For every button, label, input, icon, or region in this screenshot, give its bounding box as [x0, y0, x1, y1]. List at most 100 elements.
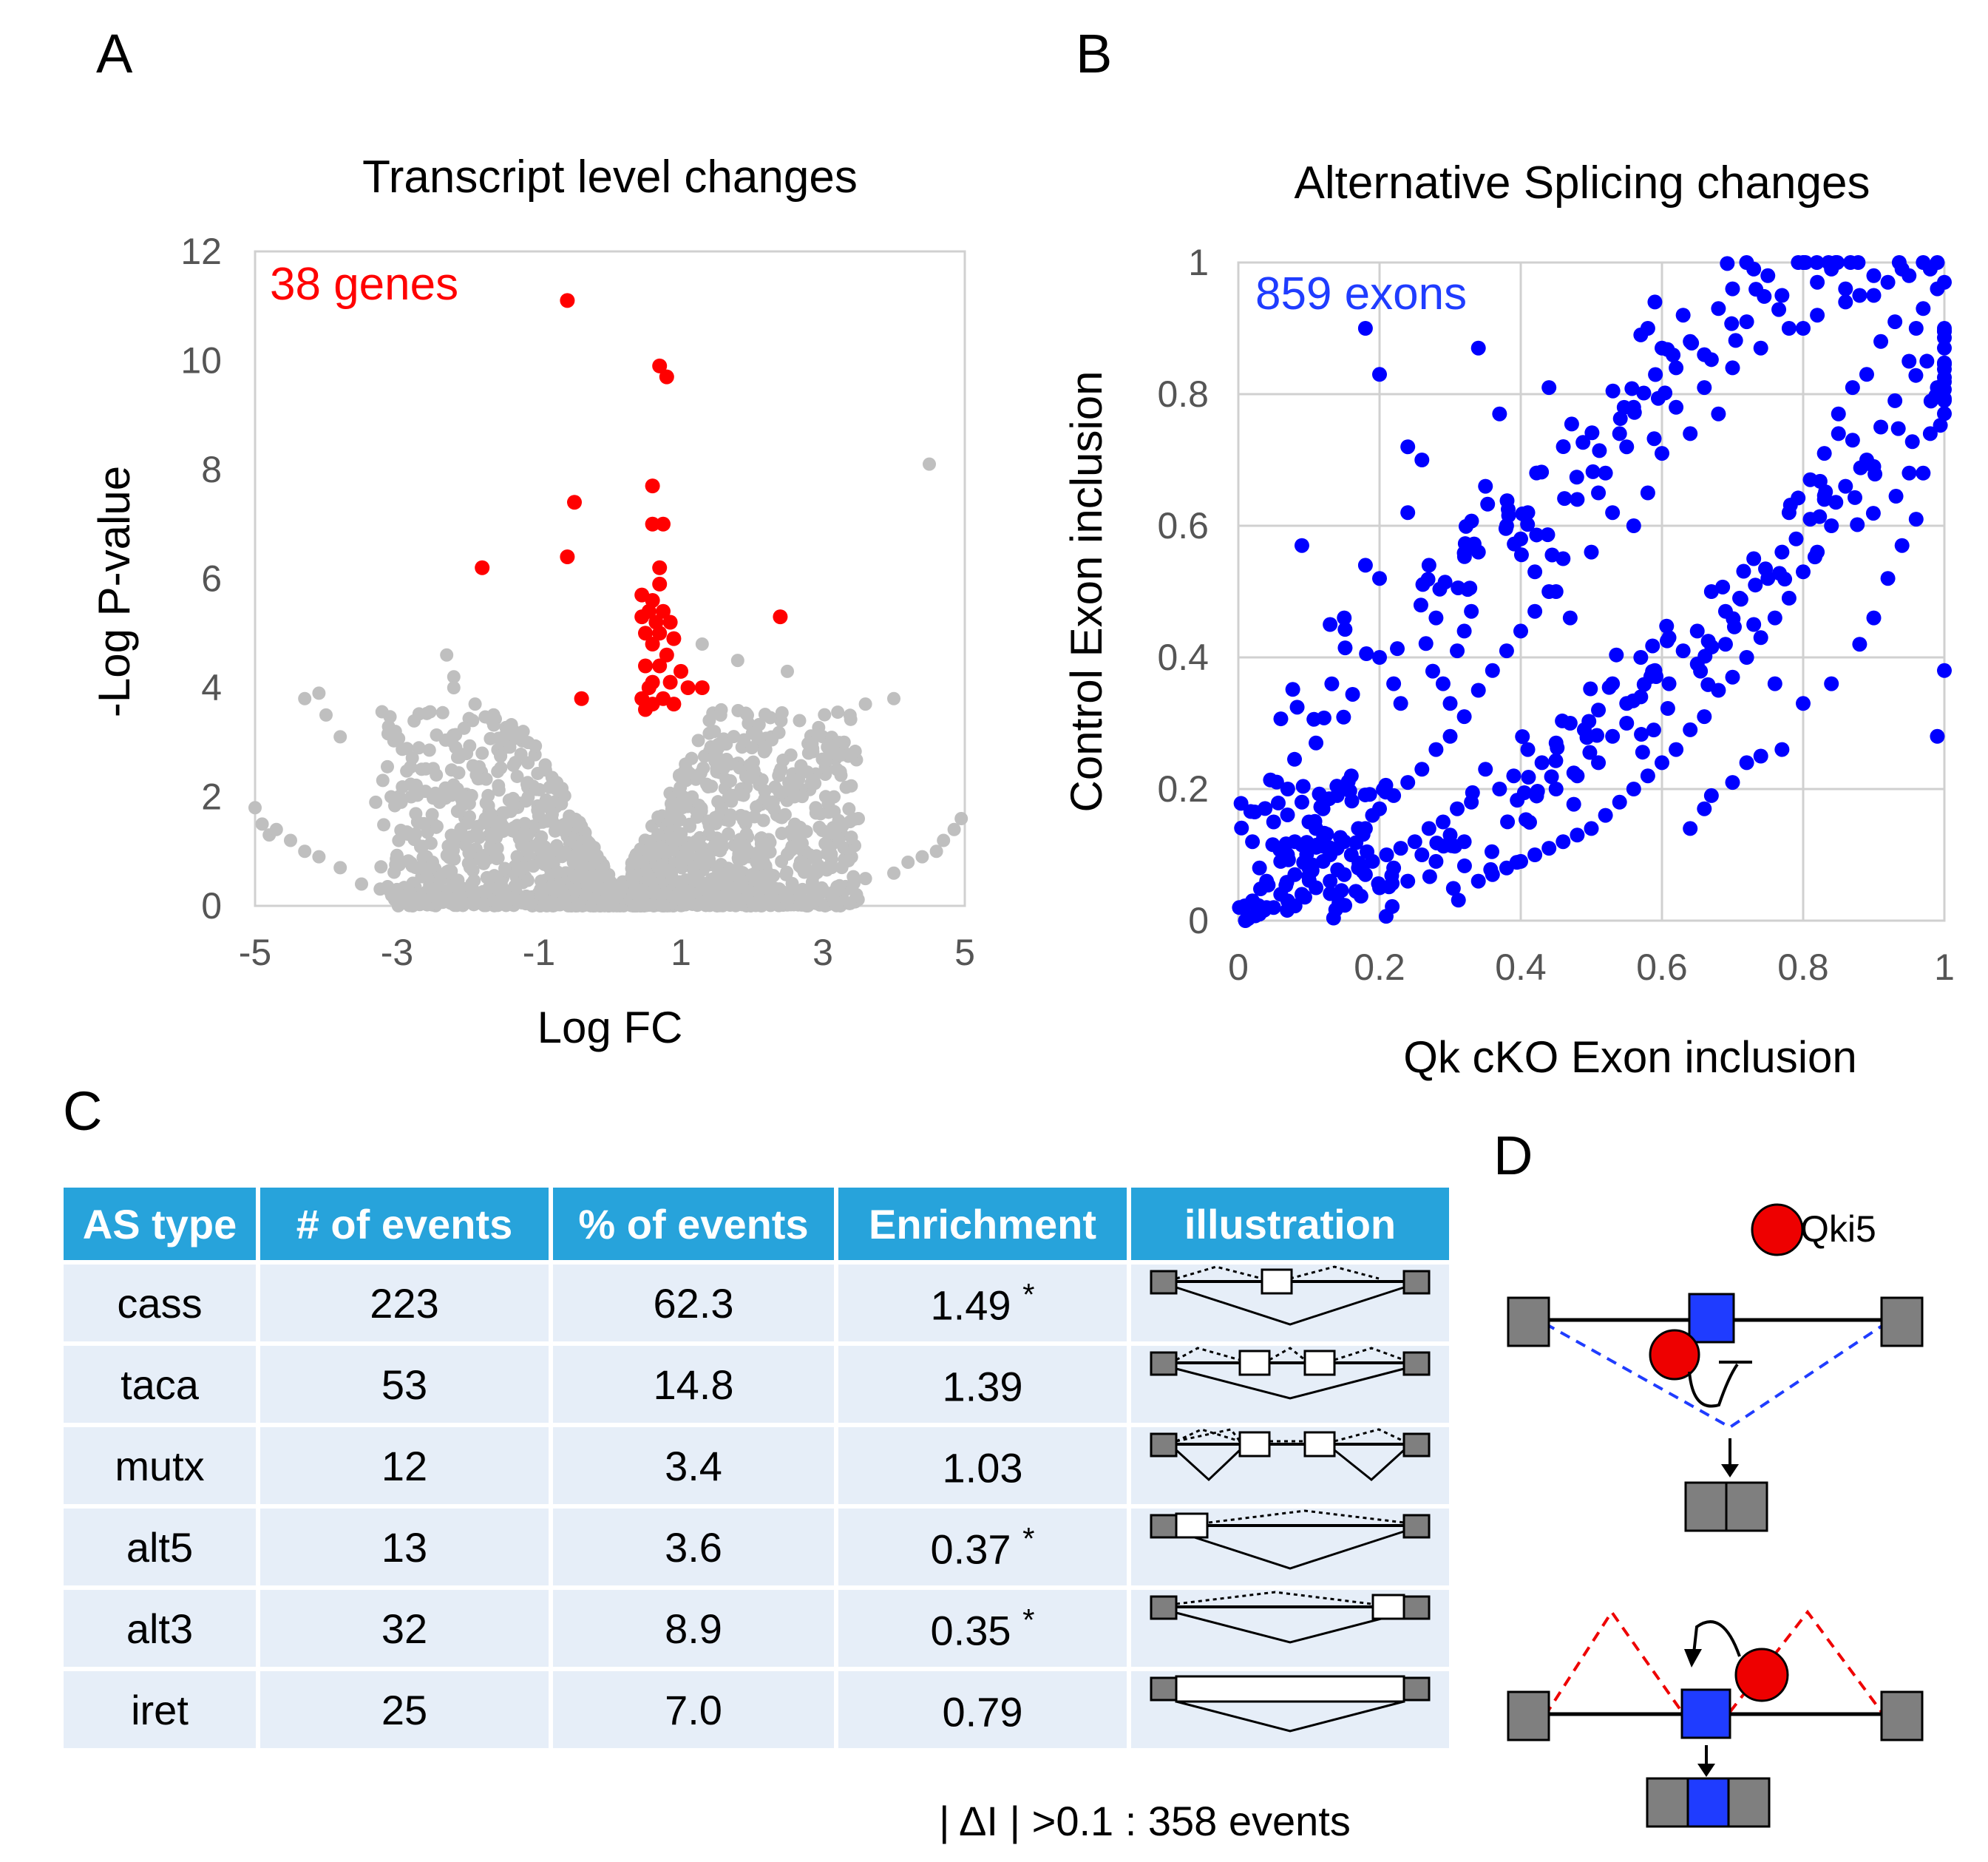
exon-point [1880, 274, 1896, 290]
background-point [759, 742, 773, 756]
exon-point [1400, 505, 1416, 521]
exon-point [1848, 490, 1863, 505]
exon-point [1521, 814, 1537, 830]
exon-point [1348, 835, 1364, 850]
background-point [794, 759, 808, 773]
exon-point [1456, 834, 1472, 850]
background-point [388, 799, 402, 813]
background-point [508, 879, 522, 893]
exon-point [1658, 385, 1673, 401]
x-tick-label: 0.2 [1354, 947, 1405, 988]
exon-point [1562, 716, 1578, 731]
background-point [520, 847, 535, 861]
exon-point [1499, 493, 1515, 509]
exon-point [1529, 527, 1544, 543]
exon-point [1484, 844, 1499, 859]
exon-point [1626, 782, 1641, 796]
exon-point [1323, 886, 1338, 901]
exon-point [1548, 782, 1564, 796]
exon-point [1697, 347, 1712, 362]
exon-point [1337, 867, 1352, 882]
background-point [665, 802, 679, 816]
background-point [531, 766, 545, 780]
exon-point [1647, 663, 1663, 678]
background-point [440, 648, 454, 662]
exon-point [1908, 368, 1924, 383]
background-point [812, 820, 827, 834]
background-point [937, 833, 951, 847]
exon-point [1527, 847, 1543, 862]
exon-point [1470, 544, 1486, 560]
exon-point [1624, 381, 1640, 396]
background-point [702, 714, 716, 728]
cell-events: 223 [260, 1265, 549, 1341]
exon-point [1937, 663, 1952, 678]
background-point [801, 746, 815, 760]
enrichment-value: 1.03 [942, 1444, 1023, 1492]
chart-a-annotation: 38 genes [270, 259, 458, 310]
exon-point [1425, 663, 1440, 679]
exon-point [1450, 643, 1465, 659]
background-point [514, 748, 528, 762]
exon-point [1470, 683, 1486, 698]
exon-point [1386, 860, 1402, 876]
exon-point [1824, 518, 1839, 533]
exon-point [1315, 853, 1331, 869]
exon-point [1295, 779, 1311, 794]
background-point [816, 884, 830, 898]
chart-a-xlabel: Log FC [537, 1003, 683, 1052]
background-point [702, 726, 716, 740]
exon-point [1301, 860, 1317, 876]
background-point [659, 844, 673, 859]
exon-point [1478, 762, 1493, 777]
exon-point [1270, 795, 1286, 810]
y-tick-label: 0 [201, 885, 222, 927]
exon-point [1669, 399, 1684, 415]
background-point [468, 697, 482, 711]
exon-point [1612, 794, 1627, 810]
background-point [461, 856, 475, 870]
background-point [491, 765, 505, 779]
constitutive-exon [1507, 1296, 1550, 1347]
background-point [775, 705, 789, 720]
cell-enrichment: 1.39 [838, 1346, 1127, 1423]
background-point [830, 762, 844, 776]
background-point [375, 705, 389, 719]
exon-point [1562, 610, 1578, 626]
exon-point [1464, 794, 1479, 810]
exon-point [1428, 742, 1444, 757]
exon-point [1457, 536, 1473, 552]
exon-point [1655, 340, 1669, 356]
background-point [600, 888, 614, 902]
background-point [415, 762, 429, 776]
exon-point [1655, 446, 1669, 461]
exon-point [1584, 425, 1600, 441]
exon-point [1258, 801, 1273, 816]
background-point [676, 773, 691, 787]
exon-point [1888, 489, 1904, 504]
exon-point [1619, 716, 1635, 731]
exon-point [1930, 380, 1945, 396]
background-point [820, 754, 834, 768]
background-point [376, 773, 390, 788]
background-point [507, 797, 521, 811]
exon-point [1746, 551, 1762, 566]
background-point [722, 790, 736, 804]
exon-point [1703, 788, 1719, 803]
exon-point [1328, 902, 1343, 918]
background-point [810, 893, 824, 907]
table-row: alt3 32 8.9 0.35 * [64, 1590, 1449, 1667]
cell-enrichment: 0.35 * [838, 1590, 1127, 1667]
background-point [821, 740, 835, 754]
x-tick-label: 0 [1228, 947, 1249, 988]
exon-point [1612, 426, 1627, 441]
background-point [628, 898, 642, 913]
table-row: iret 25 7.0 0.79 [64, 1671, 1449, 1748]
exon-point [1636, 385, 1652, 401]
exon-point [1647, 294, 1663, 310]
y-tick-label: 12 [180, 231, 222, 272]
splicing-scatter: Alternative Splicing changes 0 0.2 0.4 0.6 0… [1062, 158, 1955, 1082]
chart-b-ylabel: Control Exon inclusion [1062, 371, 1111, 813]
exon-point [1564, 416, 1579, 432]
exon-point [1234, 820, 1249, 836]
